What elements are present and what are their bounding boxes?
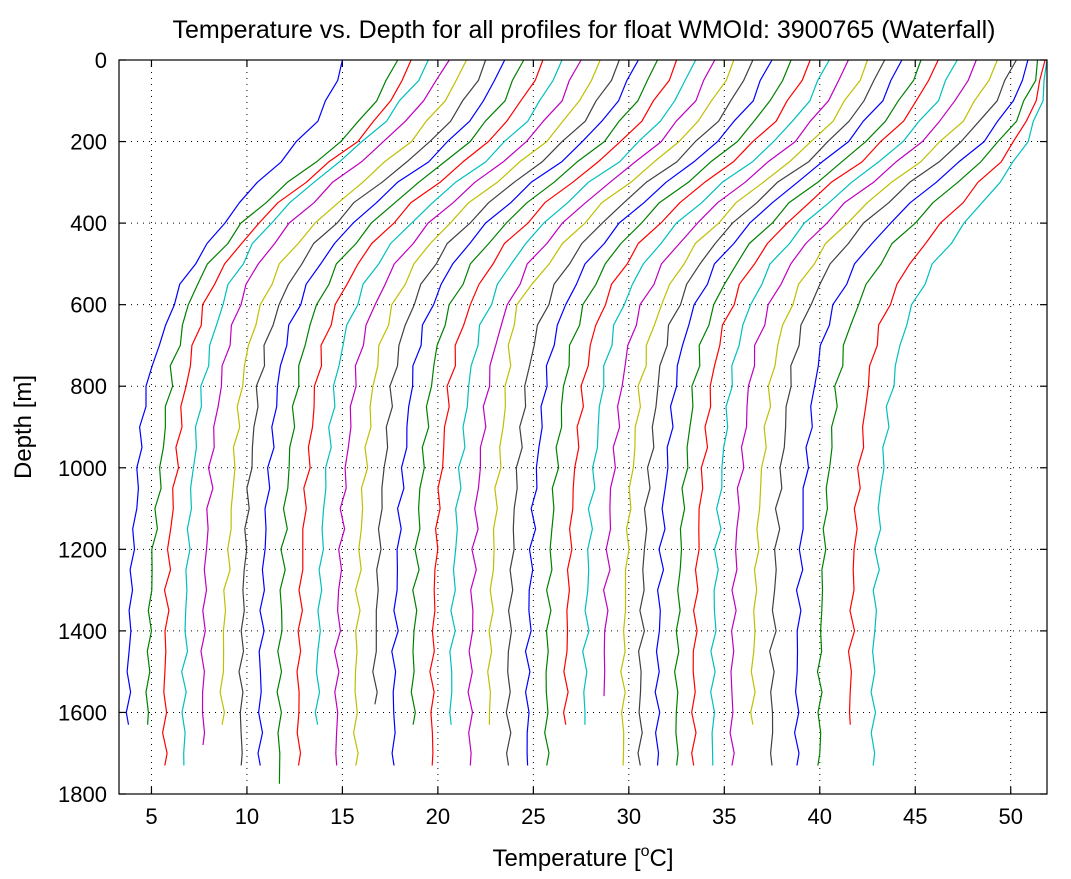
profile-line	[637, 59, 886, 766]
profile-line	[145, 59, 399, 725]
y-tick-label: 1400	[58, 619, 107, 644]
profile-line	[524, 59, 773, 766]
y-tick-label: 1200	[58, 537, 107, 562]
x-tick-label: 10	[235, 804, 259, 829]
profile-line	[314, 59, 563, 725]
profile-line	[729, 59, 977, 766]
x-tick-label: 45	[903, 804, 927, 829]
x-tick-label: 30	[617, 804, 641, 829]
x-tick-label: 50	[998, 804, 1022, 829]
profile-line	[710, 59, 958, 766]
x-tick-label: 5	[145, 804, 157, 829]
profile-line	[391, 59, 639, 766]
profile-line	[847, 59, 1046, 725]
y-tick-label: 0	[95, 48, 107, 73]
y-tick-label: 200	[70, 130, 107, 155]
profile-line	[654, 59, 903, 766]
x-tick-label: 40	[808, 804, 832, 829]
x-axis-label: Temperature [oC]	[493, 843, 674, 872]
profile-line	[238, 59, 487, 766]
profile-line	[673, 59, 922, 766]
profile-line	[467, 59, 716, 766]
profile-line	[870, 59, 1048, 766]
x-tick-label: 35	[712, 804, 736, 829]
profile-line	[544, 59, 792, 766]
profile-line	[602, 59, 849, 697]
y-tick-label: 600	[70, 293, 107, 318]
y-tick-label: 1800	[58, 782, 107, 807]
profile-line	[487, 59, 735, 725]
profile-lines	[125, 59, 1048, 784]
profile-line	[505, 59, 754, 766]
profile-line	[276, 59, 525, 784]
profile-line	[162, 59, 412, 766]
profile-line	[429, 59, 678, 766]
y-axis-label: Depth [m]	[10, 375, 37, 479]
profile-line	[582, 59, 830, 725]
y-axis-ticks: 0 200 400 600 800 1000 1200 1400 1600 1800	[58, 48, 1047, 807]
profile-line	[449, 59, 697, 725]
profile-line	[219, 59, 468, 725]
chart-title: Temperature vs. Depth for all profiles f…	[172, 16, 995, 44]
y-tick-label: 1000	[58, 456, 107, 481]
profile-line	[410, 59, 659, 725]
profile-line	[750, 59, 998, 725]
profile-line	[691, 59, 939, 766]
profile-line	[562, 59, 811, 725]
x-axis-ticks: 5 10 15 20 25 30 35 40 45 50	[145, 60, 1023, 829]
x-tick-label: 15	[330, 804, 354, 829]
profile-line	[200, 59, 450, 746]
y-tick-label: 400	[70, 211, 107, 236]
profile-line	[257, 59, 506, 766]
x-tick-label: 20	[426, 804, 450, 829]
plot-frame	[118, 59, 1048, 795]
profile-line	[793, 59, 1029, 766]
profile-line	[333, 59, 582, 766]
profile-line	[296, 59, 544, 766]
y-tick-label: 1600	[58, 700, 107, 725]
profile-line	[769, 59, 1017, 766]
profile-line	[816, 59, 1039, 766]
profile-line	[181, 59, 429, 766]
grid-lines	[119, 59, 1047, 795]
profile-line	[372, 59, 620, 705]
profile-line	[620, 59, 869, 766]
profile-line	[353, 59, 601, 766]
x-tick-label: 25	[521, 804, 545, 829]
profile-line	[125, 59, 343, 725]
y-tick-label: 800	[70, 374, 107, 399]
